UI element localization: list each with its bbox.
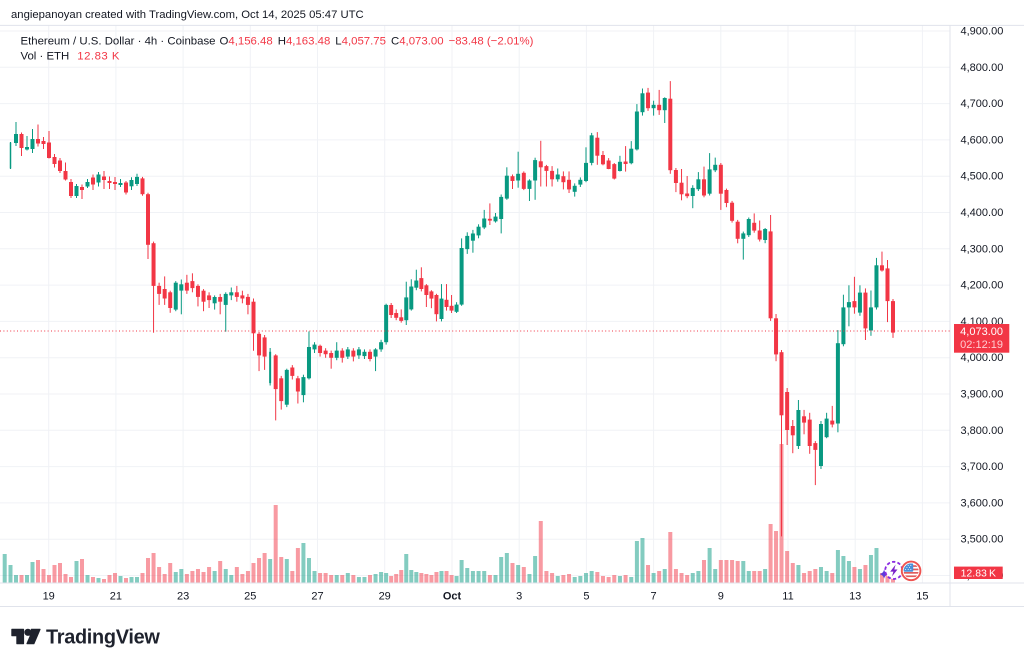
svg-text:4,700.00: 4,700.00 — [961, 98, 1004, 110]
svg-text:11: 11 — [782, 591, 793, 603]
svg-text:TradingView: TradingView — [46, 627, 160, 649]
svg-text:4,900.00: 4,900.00 — [961, 26, 1004, 38]
svg-text:4,000.00: 4,000.00 — [961, 352, 1004, 364]
svg-text:27: 27 — [311, 591, 323, 603]
svg-text:3,900.00: 3,900.00 — [961, 389, 1004, 401]
svg-text:3,700.00: 3,700.00 — [961, 461, 1004, 473]
svg-text:4,073.00: 4,073.00 — [960, 326, 1003, 338]
svg-text:29: 29 — [379, 591, 391, 603]
svg-text:3,600.00: 3,600.00 — [961, 497, 1004, 509]
svg-text:4,600.00: 4,600.00 — [961, 134, 1004, 146]
svg-text:4,300.00: 4,300.00 — [961, 243, 1004, 255]
svg-text:19: 19 — [43, 591, 55, 603]
svg-text:12.83 K: 12.83 K — [961, 567, 996, 579]
svg-text:Ethereum / U.S. Dollar · 4h ·: Ethereum / U.S. Dollar · 4h · Coinbase O4… — [21, 36, 534, 48]
svg-text:5: 5 — [583, 591, 589, 603]
svg-text:9: 9 — [718, 591, 724, 603]
svg-text:23: 23 — [177, 591, 189, 603]
svg-text:angiepanoyan created with Trad: angiepanoyan created with TradingView.co… — [11, 9, 364, 21]
svg-text:13: 13 — [849, 591, 861, 603]
svg-text:4,400.00: 4,400.00 — [961, 207, 1004, 219]
svg-text:4,800.00: 4,800.00 — [961, 62, 1004, 74]
svg-text:4,200.00: 4,200.00 — [961, 280, 1004, 292]
svg-text:3,800.00: 3,800.00 — [961, 425, 1004, 437]
svg-text:4,500.00: 4,500.00 — [961, 171, 1004, 183]
svg-text:25: 25 — [244, 591, 256, 603]
svg-text:Oct: Oct — [443, 591, 462, 603]
svg-text:3: 3 — [516, 591, 522, 603]
svg-text:21: 21 — [110, 591, 122, 603]
svg-text:02:12:19: 02:12:19 — [960, 339, 1003, 351]
svg-text:3,500.00: 3,500.00 — [961, 534, 1004, 546]
svg-text:7: 7 — [651, 591, 657, 603]
svg-text:15: 15 — [916, 591, 928, 603]
